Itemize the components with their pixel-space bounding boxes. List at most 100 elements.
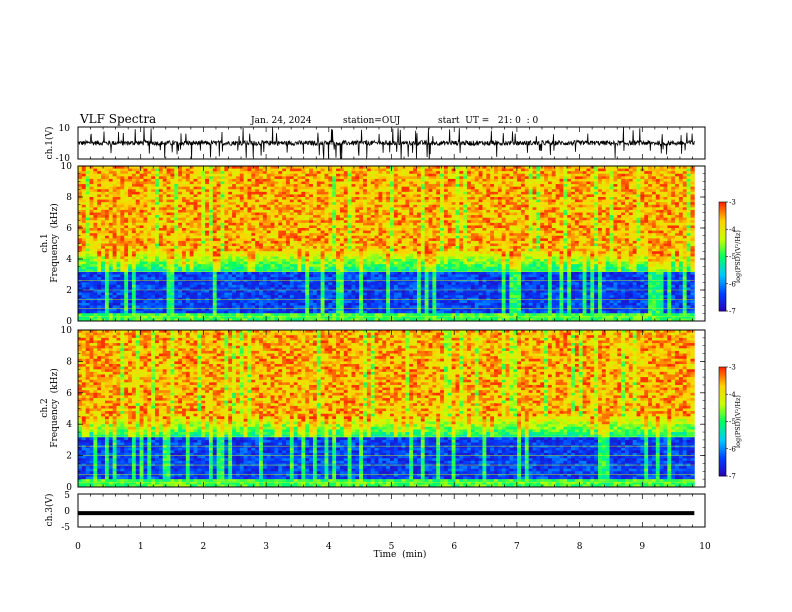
spectrogram-cell <box>128 306 132 309</box>
spectrogram-cell <box>170 293 174 296</box>
spectrogram-cell <box>355 264 359 267</box>
spectrogram-cell <box>109 187 113 190</box>
spectrogram-cell <box>340 169 344 172</box>
spectrogram-cell <box>128 267 132 270</box>
spectrogram-cell <box>228 285 232 288</box>
spectrogram-cell <box>136 259 140 262</box>
spectrogram-cell <box>217 197 221 200</box>
spectrogram-cell <box>286 218 290 221</box>
spectrogram-cell <box>348 213 352 216</box>
spectrogram-cell <box>359 233 363 236</box>
spectrogram-cell <box>159 207 163 210</box>
spectrogram-cell <box>97 184 101 187</box>
spectrogram-cell <box>263 251 267 254</box>
spectrogram-cell <box>371 293 375 296</box>
spectrogram-cell <box>140 197 144 200</box>
spectrogram-cell <box>247 231 251 234</box>
spectrogram-cell <box>363 290 367 293</box>
spectrogram-cell <box>178 187 182 190</box>
spectrogram-cell <box>274 179 278 182</box>
spectrogram-cell <box>109 215 113 218</box>
spectrogram-cell <box>194 313 198 316</box>
spectrogram-cell <box>190 236 194 239</box>
spectrogram-cell <box>363 192 367 195</box>
spectrogram-cell <box>255 182 259 185</box>
spectrogram-cell <box>117 256 121 259</box>
spectrogram-cell <box>378 215 382 218</box>
spectrogram-cell <box>286 184 290 187</box>
spectrogram-cell <box>309 303 313 306</box>
spectrogram-cell <box>290 200 294 203</box>
spectrogram-cell <box>228 249 232 252</box>
spectrogram-cell <box>228 205 232 208</box>
spectrogram-cell <box>274 293 278 296</box>
spectrogram-cell <box>132 171 136 174</box>
spectrogram-cell <box>255 171 259 174</box>
spectrogram-cell <box>371 215 375 218</box>
spectrogram-cell <box>186 179 190 182</box>
spectrogram-cell <box>120 174 124 177</box>
spectrogram-cell <box>286 262 290 265</box>
spectrogram-cell <box>263 220 267 223</box>
spectrogram-cell <box>278 213 282 216</box>
spectrogram-cell <box>101 236 105 239</box>
spectrogram-cell <box>363 241 367 244</box>
spectrogram-cell <box>352 251 356 254</box>
spectrogram-cell <box>90 218 94 221</box>
spectrogram-cell <box>236 306 240 309</box>
spectrogram-cell <box>163 171 167 174</box>
spectrogram-cell <box>190 246 194 249</box>
spectrogram-cell <box>363 254 367 257</box>
spectrogram-cell <box>251 215 255 218</box>
spectrogram-cell <box>371 282 375 285</box>
spectrogram-cell <box>371 233 375 236</box>
spectrogram-cell <box>190 300 194 303</box>
spectrogram-cell <box>178 303 182 306</box>
spectrogram-cell <box>309 238 313 241</box>
spectrogram-cell <box>298 300 302 303</box>
spectrogram-cell <box>78 285 82 288</box>
spectrogram-cell <box>301 225 305 228</box>
spectrogram-cell <box>213 225 217 228</box>
spectrogram-cell <box>348 295 352 298</box>
spectrogram-cell <box>190 282 194 285</box>
spectrogram-cell <box>209 194 213 197</box>
spectrogram-cell <box>221 197 225 200</box>
spectrogram-cell <box>317 254 321 257</box>
spectrogram-cell <box>382 182 386 185</box>
spectrogram-cell <box>394 215 398 218</box>
spectrogram-cell <box>255 272 259 275</box>
spectrogram-cell <box>371 187 375 190</box>
spectrogram-cell <box>348 300 352 303</box>
spectrogram-cell <box>332 251 336 254</box>
spectrogram-cell <box>143 272 147 275</box>
spectrogram-cell <box>274 306 278 309</box>
spectrogram-cell <box>282 174 286 177</box>
spectrogram-cell <box>182 184 186 187</box>
spectrogram-cell <box>120 256 124 259</box>
spectrogram-cell <box>236 223 240 226</box>
spectrogram-cell <box>244 218 248 221</box>
spectrogram-cell <box>317 197 321 200</box>
spectrogram-cell <box>359 213 363 216</box>
spectrogram-cell <box>143 238 147 241</box>
spectrogram-cell <box>240 220 244 223</box>
spectrogram-cell <box>140 280 144 283</box>
spectrogram-cell <box>186 290 190 293</box>
spectrogram-cell <box>147 200 151 203</box>
spectrogram-cell <box>309 262 313 265</box>
spectrogram-cell <box>390 197 394 200</box>
spectrogram-cell <box>278 233 282 236</box>
spectrogram-cell <box>328 313 332 316</box>
spectrogram-cell <box>247 295 251 298</box>
spectrogram-cell <box>255 249 259 252</box>
spectrogram-cell <box>213 238 217 241</box>
spectrogram-cell <box>240 187 244 190</box>
spectrogram-cell <box>151 225 155 228</box>
spectrogram-cell <box>155 282 159 285</box>
spectrogram-cell <box>240 241 244 244</box>
spectrogram-cell <box>209 213 213 216</box>
spectrogram-cell <box>386 300 390 303</box>
spectrogram-cell <box>113 293 117 296</box>
spectrogram-cell <box>286 207 290 210</box>
